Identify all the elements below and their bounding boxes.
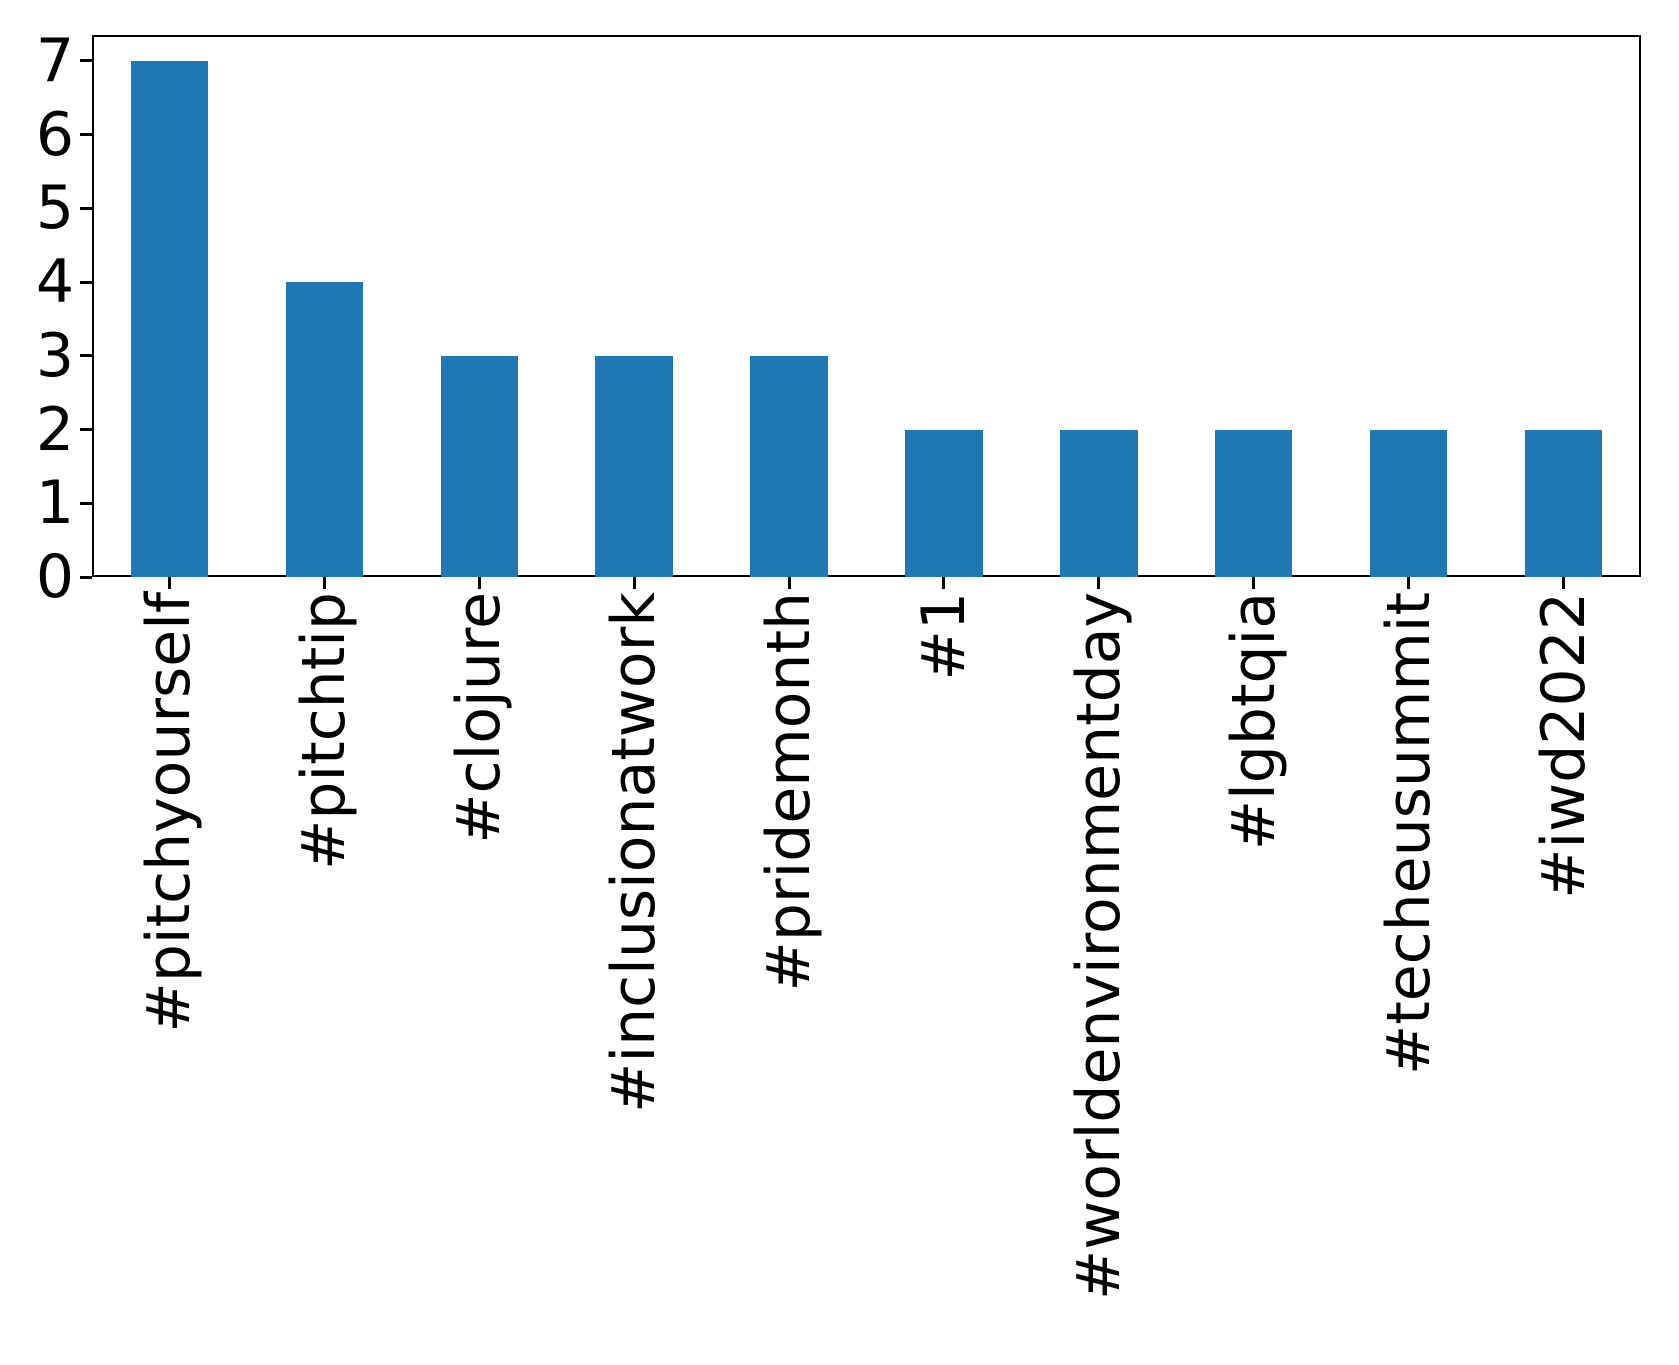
y-tick-label: 0 bbox=[35, 542, 74, 612]
y-tick bbox=[80, 428, 92, 432]
x-tick bbox=[942, 577, 946, 589]
y-tick bbox=[80, 575, 92, 579]
bar-pridemonth bbox=[750, 355, 828, 577]
x-tick-label: #pridemonth bbox=[754, 592, 825, 992]
x-tick bbox=[322, 577, 326, 589]
y-tick bbox=[80, 354, 92, 358]
y-tick bbox=[80, 206, 92, 210]
x-tick-label: #lgbtqia bbox=[1218, 592, 1289, 851]
y-tick bbox=[80, 133, 92, 137]
y-tick-label: 3 bbox=[35, 320, 74, 391]
x-tick-label: #techeusummit bbox=[1373, 592, 1444, 1076]
y-tick-label: 2 bbox=[35, 394, 74, 465]
y-tick-label: 5 bbox=[35, 173, 74, 244]
bar-pitchyourself bbox=[130, 60, 209, 577]
x-tick-label: #iwd2022 bbox=[1528, 592, 1599, 899]
x-tick bbox=[632, 577, 636, 589]
bar-iwd2022 bbox=[1524, 429, 1603, 577]
x-tick-label: #1 bbox=[908, 592, 979, 681]
bar-techeusummit bbox=[1369, 429, 1448, 577]
y-tick-label: 4 bbox=[35, 247, 74, 318]
x-tick-label: #clojure bbox=[444, 592, 515, 844]
x-tick bbox=[1097, 577, 1101, 589]
x-tick-label: #pitchyourself bbox=[134, 592, 205, 1033]
y-tick-label: 7 bbox=[35, 25, 74, 96]
x-tick bbox=[1562, 577, 1566, 589]
y-tick bbox=[80, 280, 92, 284]
x-tick bbox=[1407, 577, 1411, 589]
bar-lgbtqia bbox=[1215, 429, 1293, 577]
x-tick bbox=[787, 577, 791, 589]
x-tick-label: #pitchtip bbox=[289, 592, 360, 870]
x-tick bbox=[167, 577, 171, 589]
bar-pitchtip bbox=[285, 282, 364, 577]
bar-1 bbox=[905, 429, 983, 577]
y-tick bbox=[80, 59, 92, 63]
y-tick-label: 1 bbox=[35, 468, 74, 539]
bar-worldenvironmentday bbox=[1060, 429, 1138, 577]
bar-inclusionatwork bbox=[595, 355, 673, 577]
x-tick bbox=[1252, 577, 1256, 589]
y-tick-label: 6 bbox=[35, 99, 74, 170]
x-tick-label: #inclusionatwork bbox=[599, 592, 670, 1113]
bar-clojure bbox=[440, 355, 518, 577]
y-tick bbox=[80, 501, 92, 505]
x-tick bbox=[477, 577, 481, 589]
x-tick-label: #worldenvironmentday bbox=[1063, 592, 1134, 1300]
